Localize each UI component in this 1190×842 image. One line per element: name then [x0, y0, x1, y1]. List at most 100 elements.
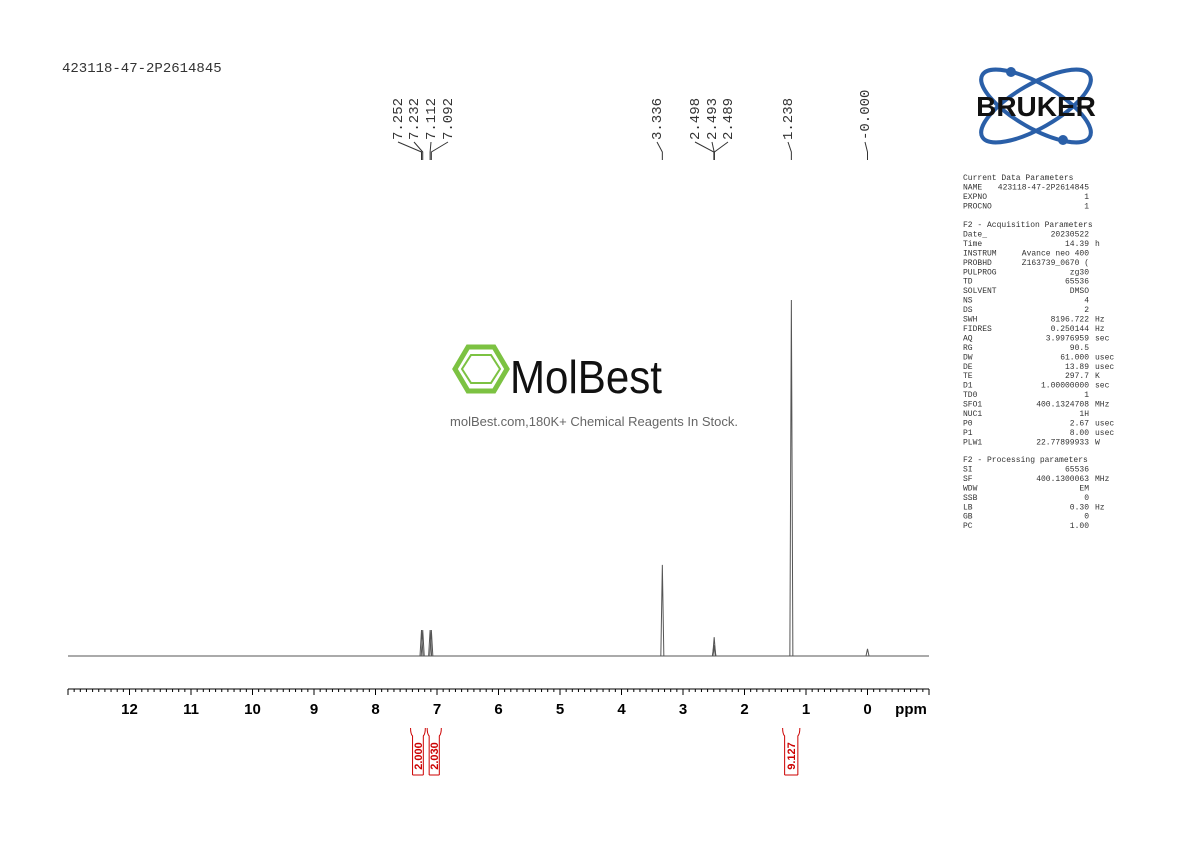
parameter-name: DW: [963, 353, 973, 362]
x-tick-label: 10: [244, 701, 261, 718]
integral: [426, 727, 442, 776]
parameter-name: WDW: [963, 484, 978, 493]
parameter-value: 400.1300063: [1036, 475, 1089, 484]
watermark: MolBest molBest.com,180K+ Chemical Reage…: [450, 344, 738, 429]
parameter-name: P1: [963, 429, 973, 438]
logo-orbit: [979, 67, 1093, 145]
parameter-value: 400.1324708: [1036, 401, 1089, 410]
peak-label-leader: [430, 141, 449, 160]
parameter-name: SOLVENT: [963, 287, 997, 296]
peak: [865, 648, 870, 657]
parameter-name: LB: [963, 503, 973, 512]
parameter-name: DE: [963, 363, 973, 372]
parameter-value: 4: [1084, 297, 1089, 306]
parameter-value: 2: [1084, 306, 1089, 315]
parameter-unit: Hz: [1095, 316, 1105, 325]
peak: [712, 645, 717, 657]
peak-label-leader: [397, 141, 423, 160]
parameter-value: 0: [1084, 513, 1089, 522]
parameter-section-title: F2 - Processing parameters: [963, 456, 1088, 465]
watermark-icon: [452, 344, 510, 394]
peak-label-leader: [429, 141, 432, 160]
parameter-name: INSTRUM: [963, 249, 997, 258]
parameter-value: 2.67: [1070, 419, 1089, 428]
peak-label-leader: [787, 141, 792, 160]
integral-label: 9.127: [786, 742, 798, 770]
logo-dot: [1058, 135, 1068, 145]
parameter-value: 1.00: [1070, 522, 1089, 531]
integral-label: 2.000: [413, 742, 425, 770]
logo-orbit: [979, 67, 1093, 145]
peak: [419, 629, 424, 657]
watermark-icon: [460, 354, 502, 384]
integral: [410, 727, 426, 776]
peak-label-leader: [694, 141, 715, 160]
parameter-value: 65536: [1065, 278, 1089, 287]
x-tick-label: 4: [617, 701, 626, 718]
integral: [782, 727, 801, 776]
parameter-value: DMSO: [1070, 287, 1089, 296]
parameter-name: EXPNO: [963, 193, 987, 202]
parameter-value: Z163739_0670 (: [1022, 259, 1089, 268]
peak: [429, 629, 434, 657]
parameter-name: TD0: [963, 391, 978, 400]
parameter-name: D1: [963, 382, 973, 391]
peak-label: 3.336: [650, 98, 666, 140]
parameter-value: 0.250144: [1051, 325, 1090, 334]
parameter-unit: usec: [1095, 353, 1114, 362]
parameter-name: PC: [963, 522, 973, 531]
parameter-name: SWH: [963, 316, 978, 325]
x-tick-label: 1: [802, 701, 810, 718]
x-tick-label: 3: [679, 701, 687, 718]
parameter-value: 1: [1084, 391, 1089, 400]
x-tick-label: 12: [121, 701, 138, 718]
parameter-name: PROCNO: [963, 202, 992, 211]
peak-label: 2.498: [688, 98, 704, 140]
peak-label: -0.000: [858, 90, 874, 140]
parameter-name: GB: [963, 513, 973, 522]
peak-label: 1.238: [781, 98, 797, 140]
parameter-name: P0: [963, 419, 973, 428]
logo-text: BRUKER: [976, 91, 1096, 122]
parameter-value: 297.7: [1065, 372, 1089, 381]
peak: [789, 299, 794, 657]
parameter-unit: usec: [1095, 363, 1114, 372]
parameter-name: PULPROG: [963, 268, 997, 277]
peak-label: 2.489: [721, 98, 737, 140]
parameter-name: SI: [963, 465, 973, 474]
parameter-value: 1: [1084, 202, 1089, 211]
parameter-value: 1: [1084, 193, 1089, 202]
peak: [660, 564, 665, 657]
parameter-unit: sec: [1095, 382, 1110, 391]
parameter-name: Date_: [963, 230, 987, 239]
parameter-unit: usec: [1095, 429, 1114, 438]
parameter-value: 20230522: [1051, 230, 1090, 239]
peak: [428, 629, 433, 657]
parameter-value: 3.9976959: [1046, 334, 1089, 343]
parameter-name: SFO1: [963, 401, 982, 410]
parameter-value: EM: [1079, 484, 1089, 493]
x-tick-label: 5: [556, 701, 564, 718]
parameter-name: DS: [963, 306, 973, 315]
parameter-value: 14.39: [1065, 240, 1089, 249]
peak-label: 7.092: [441, 98, 457, 140]
peak-label: 2.493: [705, 98, 721, 140]
parameter-unit: Hz: [1095, 325, 1105, 334]
peak-label-leader: [413, 141, 424, 160]
x-tick-label: 11: [183, 701, 199, 718]
parameter-name: NUC1: [963, 410, 982, 419]
parameter-name: TD: [963, 278, 973, 287]
parameter-unit: MHz: [1095, 401, 1110, 410]
x-tick-label: 9: [310, 701, 318, 718]
peak-label-leader: [713, 141, 729, 160]
parameter-name: PLW1: [963, 438, 982, 447]
parameter-unit: Hz: [1095, 503, 1105, 512]
x-tick-label: 6: [494, 701, 502, 718]
x-tick-label: 0: [863, 701, 871, 718]
parameter-value: 61.000: [1060, 353, 1089, 362]
peak-label-leader: [864, 141, 868, 160]
x-tick-label: 8: [371, 701, 379, 718]
peak-label-leader: [656, 141, 663, 160]
peak: [420, 629, 425, 657]
